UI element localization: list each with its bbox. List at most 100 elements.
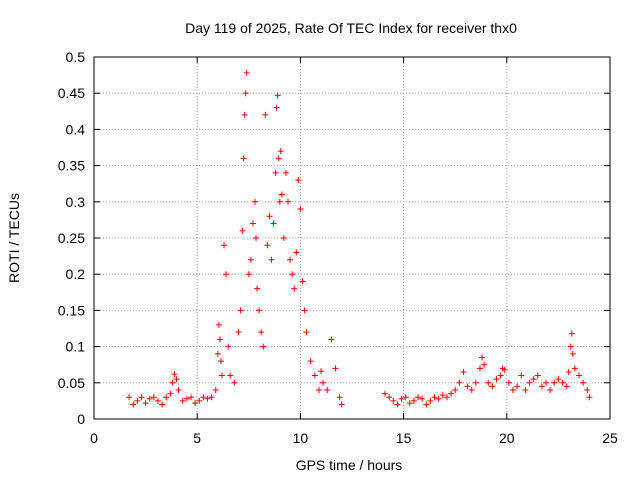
data-point bbox=[254, 285, 261, 292]
data-point bbox=[278, 191, 285, 198]
data-point bbox=[242, 90, 249, 97]
data-point bbox=[272, 169, 279, 176]
data-point bbox=[324, 387, 331, 394]
data-point bbox=[264, 242, 271, 249]
y-tick-label: 0.25 bbox=[58, 230, 85, 246]
data-point bbox=[443, 394, 450, 401]
data-point bbox=[464, 383, 471, 390]
data-point bbox=[493, 376, 500, 383]
data-point bbox=[241, 111, 248, 118]
data-point bbox=[223, 271, 230, 278]
data-point bbox=[282, 169, 289, 176]
data-point bbox=[382, 390, 389, 397]
data-point bbox=[509, 387, 516, 394]
y-tick-label: 0.35 bbox=[58, 158, 85, 174]
data-point bbox=[295, 177, 302, 184]
data-point bbox=[146, 395, 153, 402]
data-point bbox=[266, 213, 273, 220]
x-tick-label: 25 bbox=[602, 430, 618, 446]
data-point bbox=[534, 372, 541, 379]
data-point bbox=[551, 379, 558, 386]
data-point bbox=[571, 365, 578, 372]
data-point bbox=[247, 256, 254, 263]
data-point bbox=[126, 394, 133, 401]
data-point bbox=[285, 198, 292, 205]
data-point bbox=[479, 354, 486, 361]
data-point bbox=[299, 278, 306, 285]
data-point bbox=[584, 387, 591, 394]
data-point bbox=[134, 397, 141, 404]
y-tick-label: 0.1 bbox=[66, 339, 86, 355]
data-points bbox=[126, 69, 593, 408]
data-point bbox=[320, 379, 327, 386]
data-point bbox=[448, 390, 455, 397]
data-point bbox=[567, 343, 574, 350]
y-tick-label: 0 bbox=[77, 411, 85, 427]
data-point bbox=[576, 372, 583, 379]
data-point bbox=[538, 383, 545, 390]
data-point bbox=[268, 256, 275, 263]
data-point bbox=[214, 350, 221, 357]
x-tick-label: 20 bbox=[499, 430, 515, 446]
data-point bbox=[518, 372, 525, 379]
data-point bbox=[555, 376, 562, 383]
data-point bbox=[435, 395, 442, 402]
x-tick-label: 5 bbox=[193, 430, 201, 446]
data-point bbox=[231, 379, 238, 386]
data-point bbox=[514, 383, 521, 390]
y-tick-label: 0.4 bbox=[66, 121, 86, 137]
data-point bbox=[200, 394, 207, 401]
data-point bbox=[394, 401, 401, 408]
data-point bbox=[315, 387, 322, 394]
data-point bbox=[183, 395, 190, 402]
data-point bbox=[472, 379, 479, 386]
data-point bbox=[501, 366, 508, 373]
data-point bbox=[218, 372, 225, 379]
data-point bbox=[256, 307, 263, 314]
axis-ticks: 0 0.05 0.1 0.15 0.2 0.25 0.3 0.35 0.4 0.45 0.5 0 5 10… bbox=[58, 49, 618, 446]
data-point bbox=[338, 401, 345, 408]
data-point bbox=[249, 220, 256, 227]
y-tick-label: 0.2 bbox=[66, 266, 86, 282]
data-point bbox=[311, 372, 318, 379]
y-tick-label: 0.05 bbox=[58, 375, 85, 391]
x-tick-label: 15 bbox=[396, 430, 412, 446]
data-point bbox=[415, 394, 422, 401]
data-point bbox=[301, 307, 308, 314]
data-point bbox=[423, 401, 430, 408]
grid-lines bbox=[94, 57, 610, 419]
data-point bbox=[565, 368, 572, 375]
data-point bbox=[410, 397, 417, 404]
data-point bbox=[476, 365, 483, 372]
data-point bbox=[497, 372, 504, 379]
data-point bbox=[563, 383, 570, 390]
data-point bbox=[289, 271, 296, 278]
data-point bbox=[237, 307, 244, 314]
data-point bbox=[240, 155, 247, 162]
data-point bbox=[293, 249, 300, 256]
data-point bbox=[258, 329, 265, 336]
data-point bbox=[270, 220, 277, 227]
data-point bbox=[318, 368, 325, 375]
data-point bbox=[215, 321, 222, 328]
data-point bbox=[543, 379, 550, 386]
data-point bbox=[427, 397, 434, 404]
data-point bbox=[280, 235, 287, 241]
data-point bbox=[208, 394, 215, 401]
data-point bbox=[406, 400, 413, 407]
data-point bbox=[175, 387, 182, 394]
data-point bbox=[138, 394, 145, 401]
data-point bbox=[481, 361, 488, 368]
data-point bbox=[307, 358, 314, 365]
data-point bbox=[216, 336, 223, 343]
data-point bbox=[179, 397, 186, 404]
data-point bbox=[239, 227, 246, 234]
data-point bbox=[253, 235, 260, 241]
data-point bbox=[251, 198, 258, 205]
data-point bbox=[212, 387, 219, 394]
x-axis-label: GPS time / hours bbox=[296, 457, 403, 473]
x-tick-label: 0 bbox=[90, 430, 98, 446]
data-point bbox=[398, 395, 405, 402]
y-tick-label: 0.45 bbox=[58, 85, 85, 101]
